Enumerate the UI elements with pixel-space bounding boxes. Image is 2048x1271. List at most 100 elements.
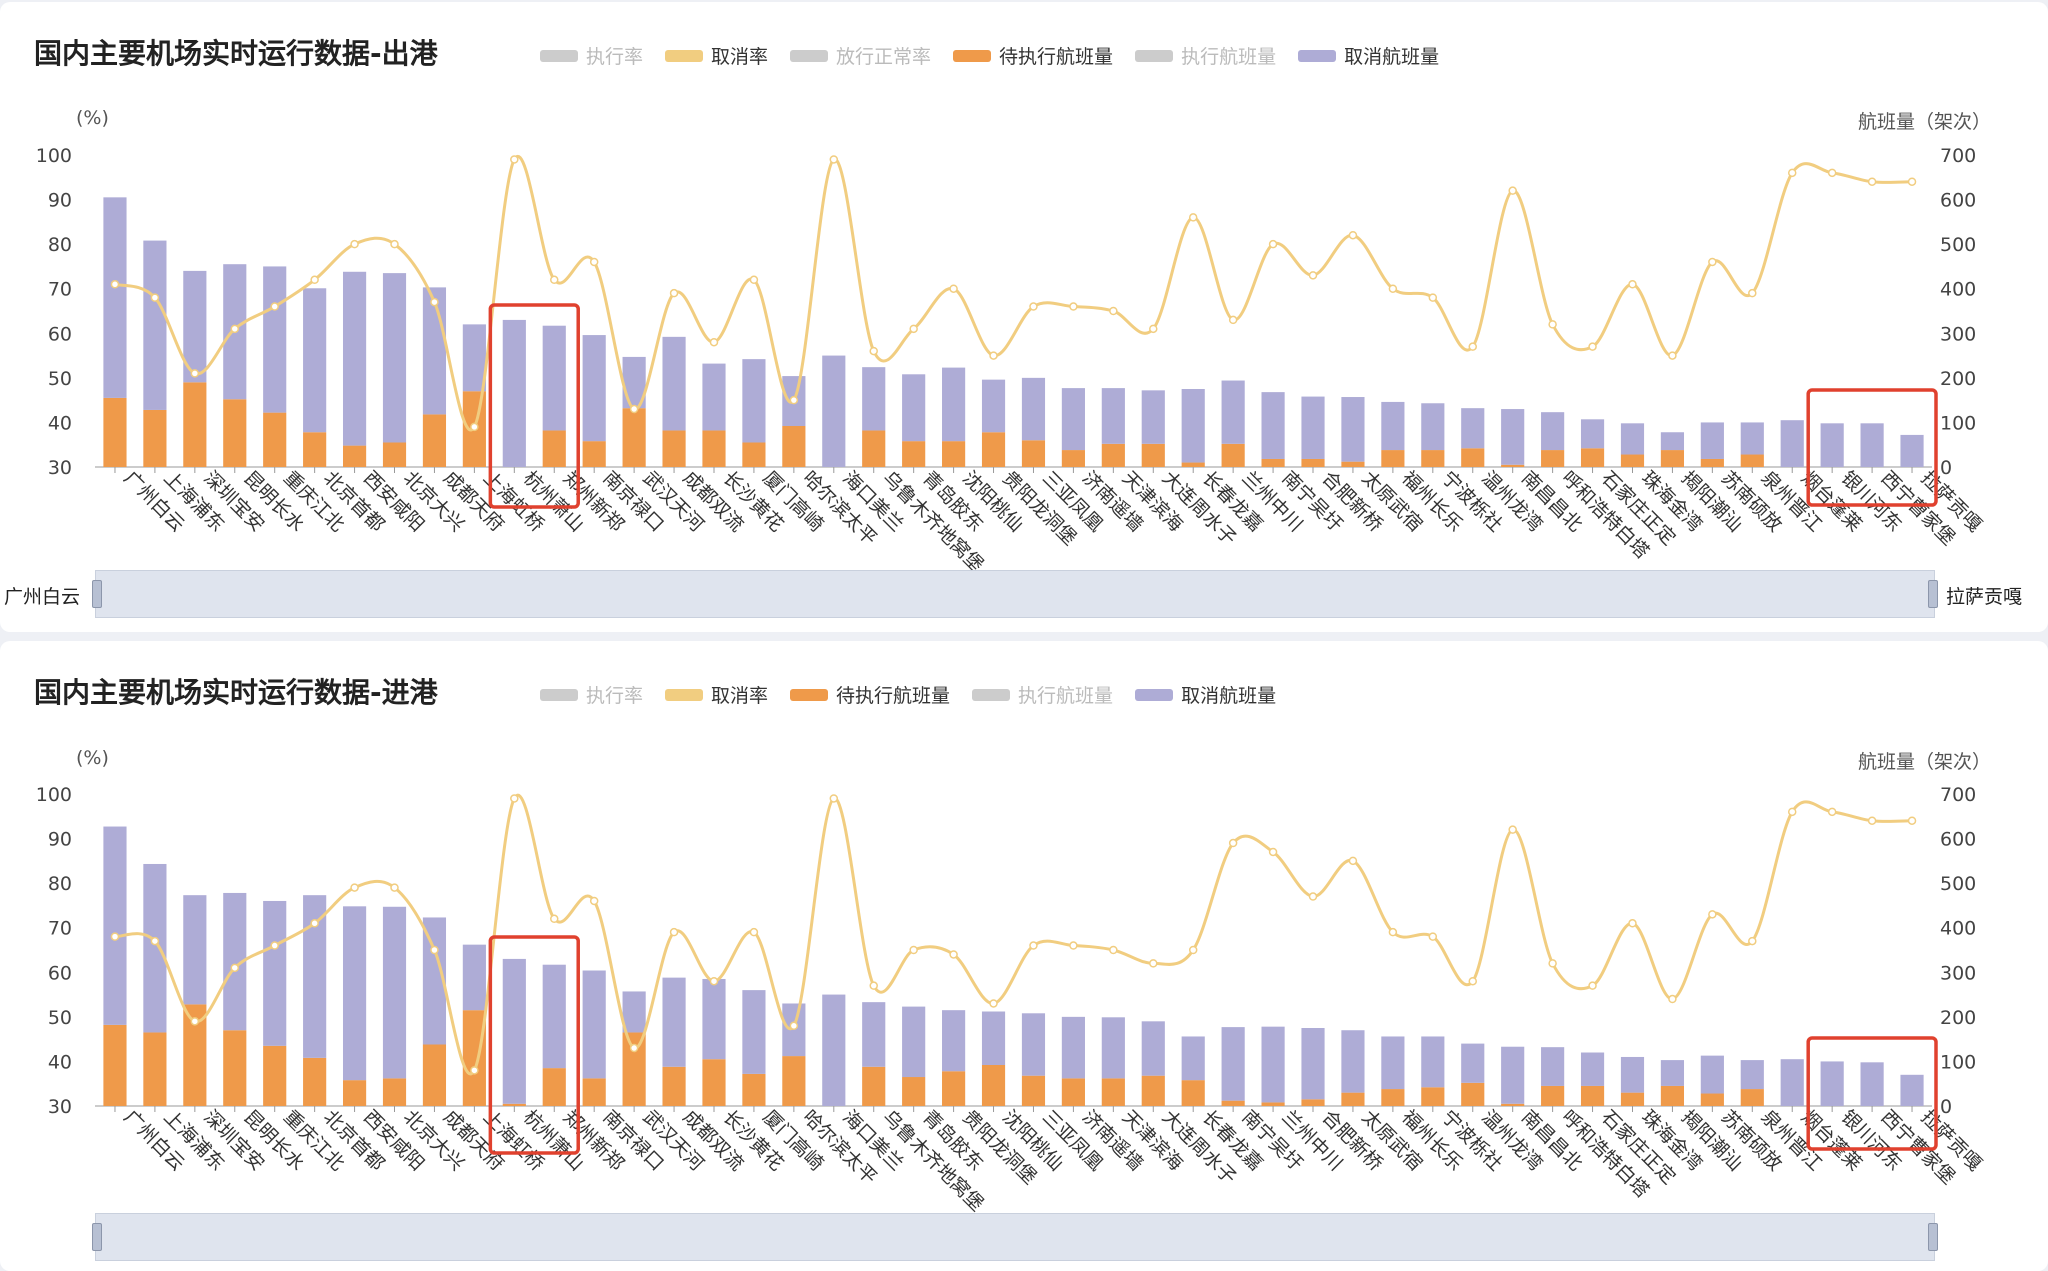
y-right-tick: 100 xyxy=(1940,1051,1976,1073)
bar-pending xyxy=(183,382,207,467)
data-zoom-slider[interactable] xyxy=(92,1213,1938,1261)
bar-pending xyxy=(662,1066,686,1106)
bar-cancelled xyxy=(103,197,127,398)
cancel-rate-point xyxy=(749,927,759,937)
cancel-rate-point xyxy=(1748,936,1757,946)
legend-swatch xyxy=(1135,688,1174,701)
zoom-start-handle[interactable] xyxy=(92,580,102,608)
cancel-rate-point xyxy=(390,883,399,892)
bar-cancelled xyxy=(742,359,766,443)
y-left-tick: 60 xyxy=(48,323,72,345)
bar-pending xyxy=(622,408,646,467)
bar-cancelled xyxy=(1620,423,1645,455)
bar-pending xyxy=(1580,1085,1605,1106)
cancel-rate-point xyxy=(150,293,160,302)
cancel-rate-point xyxy=(1668,351,1677,360)
bar-pending xyxy=(542,1068,566,1106)
legend-item[interactable]: 放行正常率 xyxy=(790,42,931,69)
legend-swatch xyxy=(540,688,578,701)
data-zoom-slider[interactable] xyxy=(92,570,1938,618)
cancel-rate-point xyxy=(270,941,279,950)
cancel-rate-point xyxy=(1827,168,1837,178)
bar-cancelled xyxy=(1820,1061,1844,1106)
cancel-rate-point xyxy=(390,239,399,249)
zoom-end-handle[interactable] xyxy=(1928,1223,1938,1251)
legend-item[interactable]: 执行航班量 xyxy=(1135,42,1276,69)
y-right-tick: 400 xyxy=(1940,918,1976,940)
bar-cancelled xyxy=(1900,1074,1924,1106)
bar-pending xyxy=(702,1059,726,1106)
legend-item[interactable]: 取消率 xyxy=(665,42,768,69)
legend: 执行率 取消率 待执行航班量 执行航班量 取消航班量 xyxy=(540,681,1298,715)
legend-item[interactable]: 取消率 xyxy=(665,681,768,708)
cancel-rate-point xyxy=(909,945,918,955)
legend-item[interactable]: 取消航班量 xyxy=(1135,681,1276,708)
cancel-rate-point xyxy=(869,346,878,356)
cancel-rate-point xyxy=(230,963,240,973)
legend-item[interactable]: 待执行航班量 xyxy=(953,42,1113,69)
zoom-start-handle[interactable] xyxy=(92,1223,102,1251)
highlight-box xyxy=(1806,1036,1938,1151)
bar-cancelled xyxy=(862,1002,886,1067)
cancel-rate-point xyxy=(709,976,719,986)
bar-pending xyxy=(1341,1092,1365,1106)
cancel-rate-point xyxy=(190,1017,200,1026)
bar-cancelled xyxy=(303,288,327,433)
bar-pending xyxy=(1101,1078,1125,1106)
cancel-rate-point xyxy=(1827,807,1837,817)
legend-item[interactable]: 取消航班量 xyxy=(1298,42,1439,69)
bar-cancelled xyxy=(1101,388,1125,444)
bar-cancelled xyxy=(143,863,167,1033)
bar-cancelled xyxy=(1860,423,1884,467)
cancel-rate-point xyxy=(1548,320,1557,329)
bar-cancelled xyxy=(1501,1046,1525,1104)
bar-pending xyxy=(1740,454,1764,467)
bar-cancelled xyxy=(1381,1036,1405,1090)
cancel-rate-point xyxy=(989,351,998,360)
bar-cancelled xyxy=(1261,392,1285,459)
bar-cancelled xyxy=(1341,1030,1365,1093)
cancel-rate-point xyxy=(789,395,799,405)
bar-cancelled xyxy=(542,964,566,1069)
arrival-chart: 304050607080901000100200300400500600700广… xyxy=(36,784,1986,1252)
bar-pending xyxy=(1301,1099,1325,1106)
y-left-tick: 30 xyxy=(48,1096,72,1118)
y-left-tick: 80 xyxy=(48,234,72,256)
cancel-rate-point xyxy=(1188,945,1198,955)
cancel-rate-point xyxy=(1428,932,1438,941)
legend-item[interactable]: 执行航班量 xyxy=(972,681,1113,708)
bar-cancelled xyxy=(1620,1056,1645,1093)
bar-cancelled xyxy=(1341,397,1365,462)
cancel-rate-point xyxy=(1149,324,1158,334)
cancel-rate-point xyxy=(989,999,998,1008)
legend-item[interactable]: 待执行航班量 xyxy=(790,681,950,708)
cancel-rate-point xyxy=(1548,959,1557,968)
cancel-rate-point xyxy=(1708,257,1717,267)
cancel-rate-point xyxy=(1228,315,1238,325)
legend-swatch xyxy=(540,49,578,62)
bar-cancelled xyxy=(462,944,486,1011)
bar-pending xyxy=(1341,461,1365,467)
bar-pending xyxy=(1381,1089,1405,1106)
y-left-tick: 90 xyxy=(48,829,72,851)
highlight-box xyxy=(488,303,580,509)
bar-cancelled xyxy=(702,978,726,1060)
zoom-end-handle[interactable] xyxy=(1928,580,1938,608)
bar-pending xyxy=(183,1004,207,1106)
y-left-tick: 30 xyxy=(48,457,72,479)
legend-swatch xyxy=(665,49,704,62)
bar-cancelled xyxy=(542,325,566,431)
bar-cancelled xyxy=(1740,1060,1764,1090)
bar-cancelled xyxy=(502,958,526,1104)
bar-pending xyxy=(582,441,606,467)
bar-pending xyxy=(1660,1085,1685,1106)
bar-pending xyxy=(622,1032,646,1106)
cancel-rate-point xyxy=(1228,838,1238,848)
bar-cancelled xyxy=(263,900,287,1046)
legend-item[interactable]: 执行率 xyxy=(540,681,643,708)
cancel-rate-point xyxy=(1708,910,1717,919)
y-right-tick: 0 xyxy=(1940,1096,1952,1118)
legend-item[interactable]: 执行率 xyxy=(540,42,643,69)
bar-pending xyxy=(742,1073,766,1106)
cancel-rate-point xyxy=(1308,892,1318,901)
